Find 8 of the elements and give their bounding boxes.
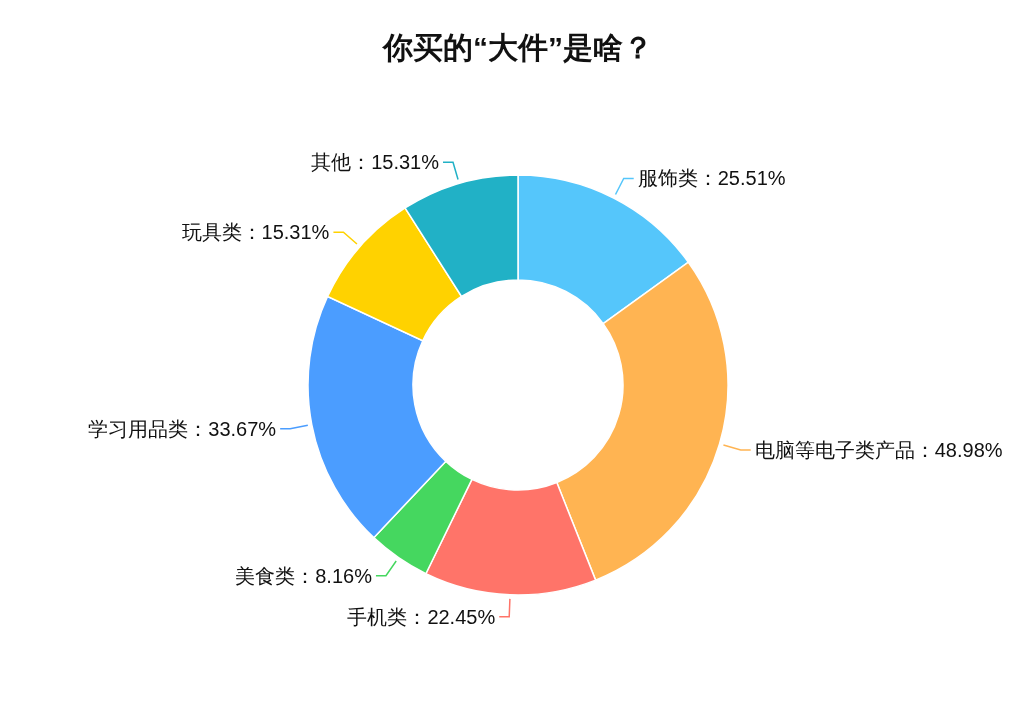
slice-label: 电脑等电子类产品：48.98%: [754, 438, 1003, 461]
chart-title: 你买的“大件”是啥？: [381, 31, 653, 64]
slice-label: 玩具类：15.31%: [181, 221, 330, 244]
slice-label: 服饰类：25.51%: [637, 167, 786, 190]
slice-label: 学习用品类：33.67%: [88, 417, 277, 440]
slice-label: 其他：15.31%: [311, 151, 440, 174]
slice-label: 手机类：22.45%: [347, 605, 496, 628]
slice-label: 美食类：8.16%: [235, 564, 373, 587]
